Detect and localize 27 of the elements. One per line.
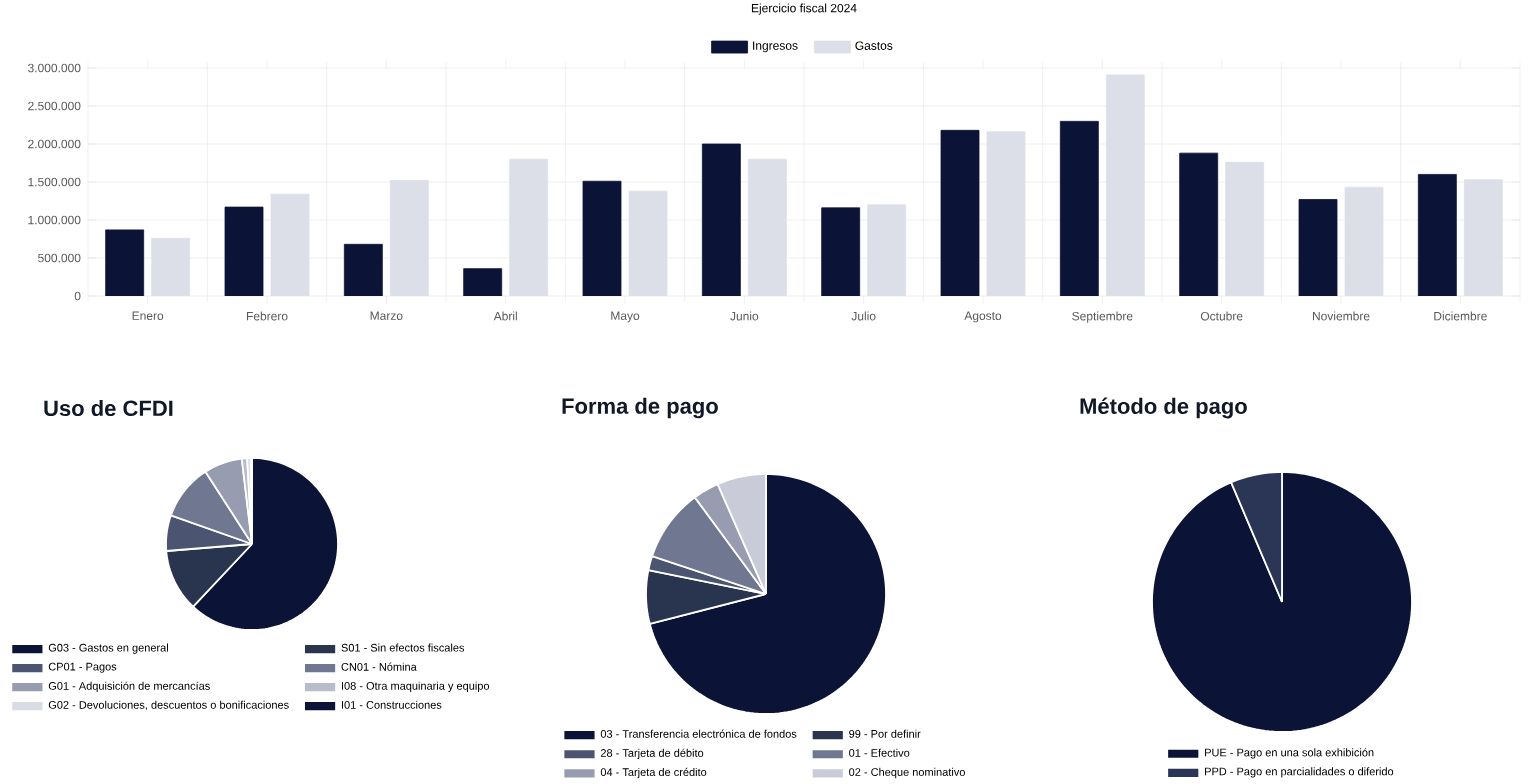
bar xyxy=(1344,186,1384,296)
bar xyxy=(821,207,861,296)
chart-title: Método de pago xyxy=(1080,397,1247,419)
bar xyxy=(389,180,429,296)
bar xyxy=(628,190,668,296)
bar xyxy=(224,206,264,296)
bar xyxy=(1059,120,1099,296)
bar xyxy=(105,229,145,296)
bar xyxy=(343,243,383,296)
bar xyxy=(1417,174,1457,296)
bar xyxy=(747,158,787,296)
bar xyxy=(463,268,503,296)
bar xyxy=(940,129,980,296)
bar xyxy=(867,204,907,296)
chart-title: Forma de pago xyxy=(562,397,718,419)
chart-title: Uso de CFDI xyxy=(44,399,173,417)
bar xyxy=(986,131,1026,296)
bar xyxy=(701,143,741,296)
bar xyxy=(1225,161,1265,296)
bar xyxy=(1105,74,1145,296)
bar xyxy=(1179,152,1219,296)
bar xyxy=(1463,179,1503,296)
bar xyxy=(509,158,549,296)
bar xyxy=(151,237,191,296)
bar xyxy=(1298,199,1338,296)
bar xyxy=(582,180,622,296)
bar xyxy=(270,193,310,296)
